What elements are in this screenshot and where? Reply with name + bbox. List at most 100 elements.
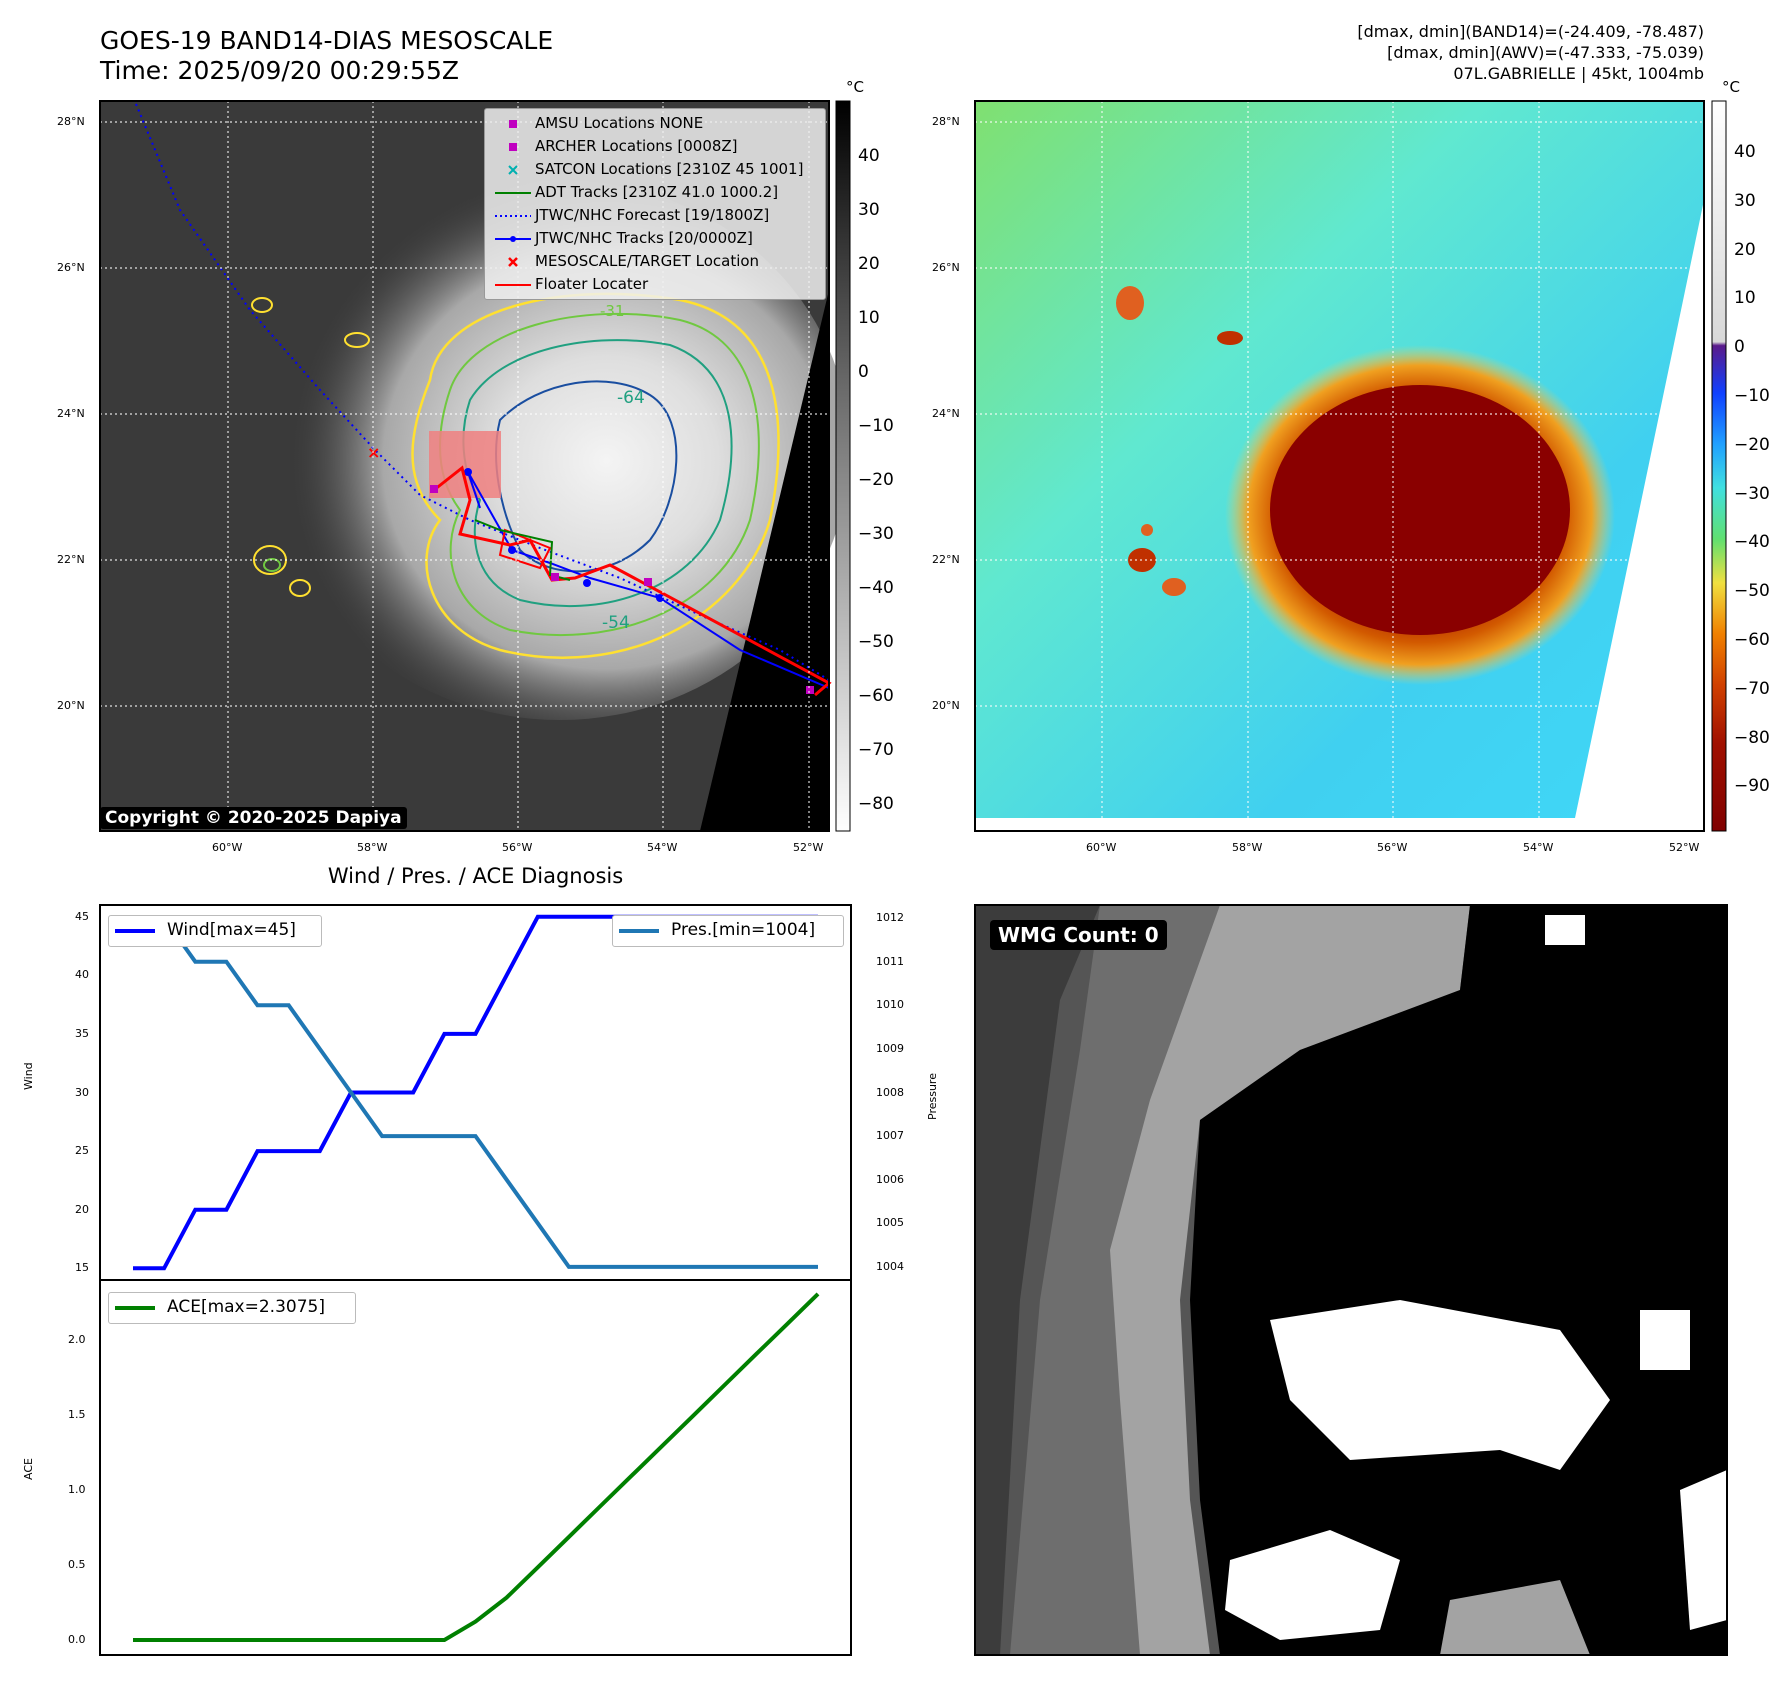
dotted-line-icon bbox=[495, 207, 531, 225]
lat-label: 22°N bbox=[57, 553, 85, 566]
lat-label: 20°N bbox=[932, 699, 960, 712]
ace-series-line bbox=[133, 1292, 820, 1642]
map-gridlines-right bbox=[975, 101, 1704, 831]
legend-item: MESOSCALE/TARGET Location bbox=[485, 251, 825, 273]
gray-colorbar-tick: −70 bbox=[858, 740, 894, 760]
ace-tick: 1.5 bbox=[68, 1408, 86, 1421]
lon-label: 54°W bbox=[647, 841, 678, 854]
legend-line-icon bbox=[115, 1306, 155, 1310]
lon-label: 60°W bbox=[1086, 841, 1117, 854]
lat-label: 28°N bbox=[57, 115, 85, 128]
ace-tick: 0.5 bbox=[68, 1558, 86, 1571]
wind-tick: 20 bbox=[75, 1202, 89, 1216]
legend-item: SATCON Locations [2310Z 45 1001] bbox=[485, 159, 825, 181]
wmg-count-badge: WMG Count: 0 bbox=[990, 920, 1167, 950]
legend-item: Floater Locater bbox=[485, 274, 825, 296]
color-colorbar-tick: −30 bbox=[1734, 483, 1770, 504]
wind-legend: Wind[max=45] bbox=[108, 915, 322, 947]
pressure-tick: 1009 bbox=[876, 1041, 904, 1055]
band14-range: [dmax, dmin](BAND14)=(-24.409, -78.487) bbox=[1357, 22, 1704, 41]
gray-colorbar-tick: 20 bbox=[858, 254, 880, 274]
gray-colorbar-tick: 40 bbox=[858, 146, 880, 166]
storm-info: 07L.GABRIELLE | 45kt, 1004mb bbox=[1453, 64, 1704, 83]
pressure-series-group bbox=[133, 916, 818, 1269]
gray-colorbar-tick: −10 bbox=[858, 416, 894, 436]
wind-tick: 15 bbox=[75, 1261, 89, 1275]
square-marker-icon bbox=[495, 115, 531, 133]
lon-label: 60°W bbox=[212, 841, 243, 854]
copyright-badge: Copyright © 2020-2025 Dapiya bbox=[100, 807, 407, 829]
figure-time: Time: 2025/09/20 00:29:55Z bbox=[100, 56, 459, 85]
legend-item: ADT Tracks [2310Z 41.0 1000.2] bbox=[485, 182, 825, 204]
legend-item: JTWC/NHC Tracks [20/0000Z] bbox=[485, 228, 825, 250]
pressure-tick: 1012 bbox=[876, 911, 904, 925]
color-colorbar-tick: −70 bbox=[1734, 678, 1770, 699]
color-colorbar bbox=[1711, 100, 1727, 832]
wmg-panel bbox=[975, 905, 1727, 1655]
line-icon bbox=[495, 184, 531, 202]
ir-color-map bbox=[975, 101, 1704, 831]
lon-label: 54°W bbox=[1523, 841, 1554, 854]
color-colorbar-tick: −80 bbox=[1734, 727, 1770, 748]
map-frame-right bbox=[974, 100, 1705, 832]
gray-colorbar-tick: 30 bbox=[858, 200, 880, 220]
color-colorbar-tick: −10 bbox=[1734, 386, 1770, 406]
contour-label: -64 bbox=[617, 388, 645, 408]
wind-tick: 25 bbox=[75, 1144, 89, 1158]
wmg-frame bbox=[974, 904, 1728, 1656]
lon-label: 56°W bbox=[1377, 841, 1408, 854]
diagnosis-title: Wind / Pres. / ACE Diagnosis bbox=[327, 864, 624, 888]
wind-series-line bbox=[133, 914, 818, 1271]
contour-label: -31 bbox=[600, 302, 625, 320]
color-colorbar-tick: −40 bbox=[1734, 532, 1770, 553]
pressure-axis-label: Pressure bbox=[926, 1073, 939, 1120]
color-colorbar-tick: 10 bbox=[1734, 288, 1756, 309]
color-colorbar-tick: 0 bbox=[1734, 337, 1745, 358]
wind-tick: 35 bbox=[75, 1026, 89, 1040]
contour-label: -54 bbox=[602, 613, 630, 633]
lon-label: 52°W bbox=[793, 841, 824, 854]
gray-colorbar-tick: −80 bbox=[858, 794, 894, 814]
map-legend: AMSU Locations NONE ARCHER Locations [00… bbox=[484, 108, 826, 300]
gray-colorbar-tick: −50 bbox=[858, 632, 894, 652]
svg-text:×: × bbox=[367, 443, 380, 462]
lon-label: 56°W bbox=[502, 841, 533, 854]
pressure-tick: 1004 bbox=[876, 1259, 904, 1273]
gray-colorbar-tick: −40 bbox=[858, 578, 894, 598]
lat-label: 20°N bbox=[57, 699, 85, 712]
pressure-tick: 1006 bbox=[876, 1172, 904, 1186]
ace-tick: 0.0 bbox=[68, 1633, 86, 1646]
awv-range: [dmax, dmin](AWV)=(-47.333, -75.039) bbox=[1387, 43, 1704, 62]
legend-item: ARCHER Locations [0008Z] bbox=[485, 136, 825, 158]
color-colorbar-tick: −90 bbox=[1734, 776, 1770, 797]
lon-label: 58°W bbox=[357, 841, 388, 854]
x-marker-icon bbox=[495, 253, 531, 271]
gray-colorbar-tick: −30 bbox=[858, 524, 894, 544]
gray-colorbar-tick: −60 bbox=[858, 686, 894, 706]
gray-colorbar-unit: °C bbox=[846, 78, 864, 96]
pressure-legend: Pres.[min=1004] bbox=[612, 915, 844, 947]
color-colorbar-tick: −20 bbox=[1734, 434, 1770, 455]
pressure-series-line bbox=[133, 916, 818, 1269]
lat-label: 28°N bbox=[932, 115, 960, 128]
legend-item: AMSU Locations NONE bbox=[485, 113, 825, 135]
wind-series-group bbox=[133, 914, 818, 1271]
x-marker-icon bbox=[495, 161, 531, 179]
color-colorbar-tick: 40 bbox=[1734, 142, 1756, 162]
lon-label: 58°W bbox=[1232, 841, 1263, 854]
ace-legend: ACE[max=2.3075] bbox=[108, 1292, 356, 1324]
pressure-tick: 1007 bbox=[876, 1129, 904, 1143]
pressure-tick: 1005 bbox=[876, 1216, 904, 1230]
wind-tick: 30 bbox=[75, 1085, 89, 1099]
lat-label: 22°N bbox=[932, 553, 960, 566]
color-colorbar-tick: 20 bbox=[1734, 239, 1756, 260]
line-dot-icon bbox=[495, 230, 531, 248]
legend-line-icon bbox=[115, 929, 155, 933]
wind-tick: 45 bbox=[75, 909, 89, 923]
figure-title: GOES-19 BAND14-DIAS MESOSCALE bbox=[100, 26, 554, 55]
color-colorbar-tick: 30 bbox=[1734, 190, 1756, 211]
legend-item: JTWC/NHC Forecast [19/1800Z] bbox=[485, 205, 825, 227]
gray-colorbar-tick: 0 bbox=[858, 362, 869, 382]
ace-axis-label: ACE bbox=[22, 1458, 35, 1480]
